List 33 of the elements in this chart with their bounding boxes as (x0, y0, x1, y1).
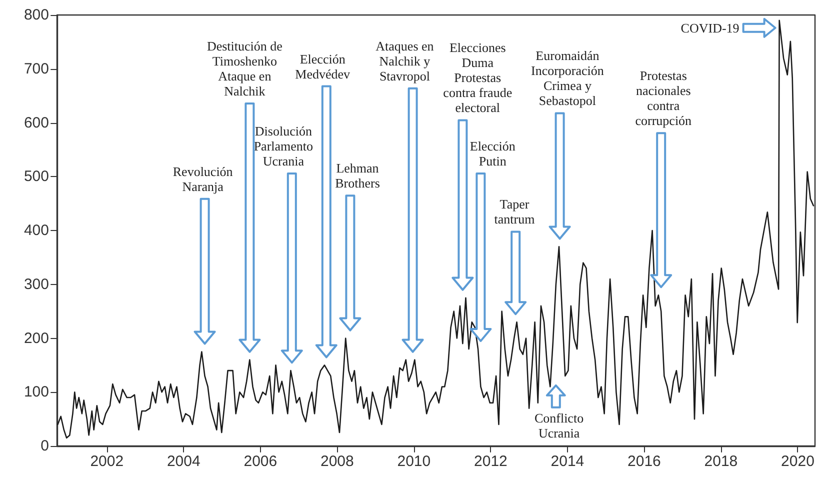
x-tick-label: 2020 (781, 453, 814, 470)
y-tick-label: 700 (24, 60, 49, 78)
x-tick-label: 2006 (244, 453, 278, 470)
x-tick-label: 2004 (166, 453, 200, 470)
x-tick-label: 2002 (90, 453, 124, 470)
annotation: Ataques en Nalchik y Stavropol (376, 38, 434, 84)
annotation: Taper tantrum (494, 196, 535, 227)
line-series (57, 20, 814, 439)
x-tick-label: 2016 (628, 453, 661, 470)
x-tick-label: 2018 (704, 453, 738, 470)
y-tick-label: 300 (24, 276, 49, 293)
y-tick-label: 0 (40, 438, 49, 454)
y-tick-label: 400 (24, 222, 49, 239)
annotation: Destitución de Timoshenko Ataque en Nalchik (206, 38, 283, 99)
annotation: Elecciones Duma Protestas contra fraude electoral (443, 40, 512, 116)
annotation: Conflicto Ucrania (534, 410, 584, 440)
x-tick-label: 2014 (550, 453, 584, 470)
annotation: Protestas nacionales contra corrupción (635, 68, 692, 128)
y-tick-label: 800 (24, 6, 49, 24)
x-tick-label: 2012 (474, 453, 508, 470)
annotation: Lehman Brothers (335, 160, 380, 191)
y-tick-label: 500 (24, 168, 49, 186)
y-tick-label: 200 (24, 330, 49, 347)
annotation: Elección Putin (470, 138, 516, 169)
annotation: Revolución Naranja (172, 164, 234, 194)
y-tick-label: 600 (24, 114, 49, 132)
annotation: Disolución Parlamento Ucrania (254, 124, 314, 169)
y-tick-label: 100 (24, 384, 49, 401)
x-tick-label: 2008 (320, 453, 354, 470)
x-tick-label: 2010 (397, 453, 431, 470)
annotation: Elección Medvédev (295, 51, 351, 82)
annotation: COVID-19 (680, 20, 740, 36)
annotation: Euromaidán Incorporación Crimea y Sebastopol (530, 48, 604, 108)
